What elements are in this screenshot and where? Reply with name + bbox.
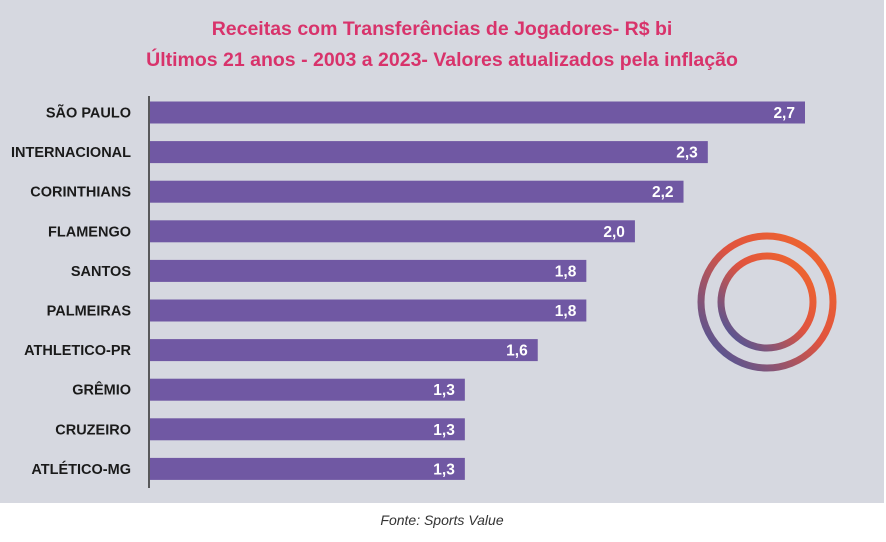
category-label: SÃO PAULO (46, 104, 131, 122)
category-label: FLAMENGO (48, 224, 131, 240)
bar-2 (150, 180, 684, 203)
bar-4 (150, 259, 587, 282)
value-label: 1,8 (555, 263, 577, 280)
bar-7 (150, 378, 465, 401)
bar-chart: SÃO PAULO 2,7 INTERNACIONAL 2,3 CORINTHIANS 2… (11, 96, 837, 488)
category-label: GRÊMIO (72, 381, 131, 399)
bar-0 (150, 101, 805, 124)
category-label: INTERNACIONAL (11, 145, 131, 161)
category-label: CRUZEIRO (55, 422, 131, 438)
value-label: 2,2 (652, 184, 674, 201)
bar-6 (150, 339, 538, 362)
category-label: ATLÉTICO-MG (31, 461, 131, 478)
value-label: 1,3 (433, 422, 455, 439)
value-label: 1,3 (433, 382, 455, 399)
value-label: 1,6 (506, 343, 528, 360)
category-label: ATHLETICO-PR (24, 343, 131, 359)
bar-8 (150, 418, 465, 441)
chart-subtitle: Últimos 21 anos - 2003 a 2023- Valores a… (146, 49, 738, 71)
category-label: SANTOS (71, 264, 131, 280)
source-caption: Fonte: Sports Value (380, 512, 504, 528)
concentric-rings-icon (697, 232, 837, 372)
category-label: PALMEIRAS (47, 304, 132, 320)
bar-5 (150, 299, 587, 322)
bar-9 (150, 457, 465, 480)
bar-3 (150, 220, 635, 243)
category-label: CORINTHIANS (30, 185, 131, 201)
value-label: 2,0 (603, 224, 625, 241)
bar-1 (150, 141, 708, 164)
chart-title: Receitas com Transferências de Jogadores… (211, 18, 673, 40)
value-label: 1,3 (433, 461, 455, 478)
value-label: 2,3 (676, 145, 698, 162)
value-label: 2,7 (773, 105, 795, 122)
value-label: 1,8 (555, 303, 577, 320)
